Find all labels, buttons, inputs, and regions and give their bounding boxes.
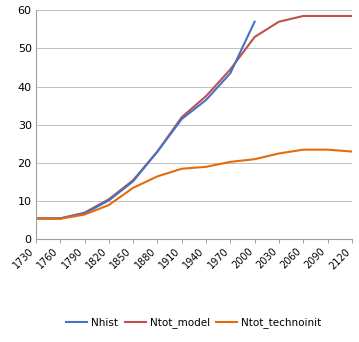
Nhist: [204, 98, 208, 102]
Ntot_technoinit: [155, 174, 159, 179]
Ntot_technoinit: [107, 203, 111, 207]
Ntot_model: [82, 211, 87, 215]
Ntot_technoinit: [34, 216, 38, 221]
Ntot_technoinit: [350, 149, 354, 154]
Ntot_model: [301, 14, 306, 18]
Nhist: [34, 216, 38, 221]
Ntot_technoinit: [301, 148, 306, 152]
Ntot_technoinit: [82, 212, 87, 216]
Nhist: [155, 149, 159, 154]
Legend: Nhist, Ntot_model, Ntot_technoinit: Nhist, Ntot_model, Ntot_technoinit: [62, 313, 326, 332]
Ntot_model: [252, 35, 257, 39]
Ntot_model: [34, 216, 38, 221]
Nhist: [82, 211, 87, 215]
Ntot_technoinit: [58, 217, 62, 221]
Line: Nhist: Nhist: [36, 22, 255, 219]
Ntot_model: [325, 14, 330, 18]
Ntot_technoinit: [131, 186, 135, 190]
Nhist: [131, 179, 135, 183]
Nhist: [180, 117, 184, 121]
Ntot_model: [107, 197, 111, 201]
Nhist: [58, 216, 62, 221]
Ntot_model: [350, 14, 354, 18]
Nhist: [252, 20, 257, 24]
Ntot_technoinit: [228, 160, 233, 164]
Ntot_model: [228, 67, 233, 71]
Ntot_technoinit: [325, 148, 330, 152]
Ntot_technoinit: [204, 165, 208, 169]
Ntot_model: [58, 216, 62, 221]
Ntot_model: [155, 149, 159, 154]
Ntot_model: [131, 178, 135, 182]
Ntot_technoinit: [277, 152, 281, 156]
Ntot_technoinit: [252, 157, 257, 161]
Line: Ntot_model: Ntot_model: [36, 16, 352, 219]
Ntot_model: [180, 115, 184, 119]
Nhist: [107, 198, 111, 202]
Ntot_model: [277, 20, 281, 24]
Line: Ntot_technoinit: Ntot_technoinit: [36, 150, 352, 219]
Nhist: [228, 71, 233, 75]
Ntot_model: [204, 94, 208, 98]
Ntot_technoinit: [180, 167, 184, 171]
